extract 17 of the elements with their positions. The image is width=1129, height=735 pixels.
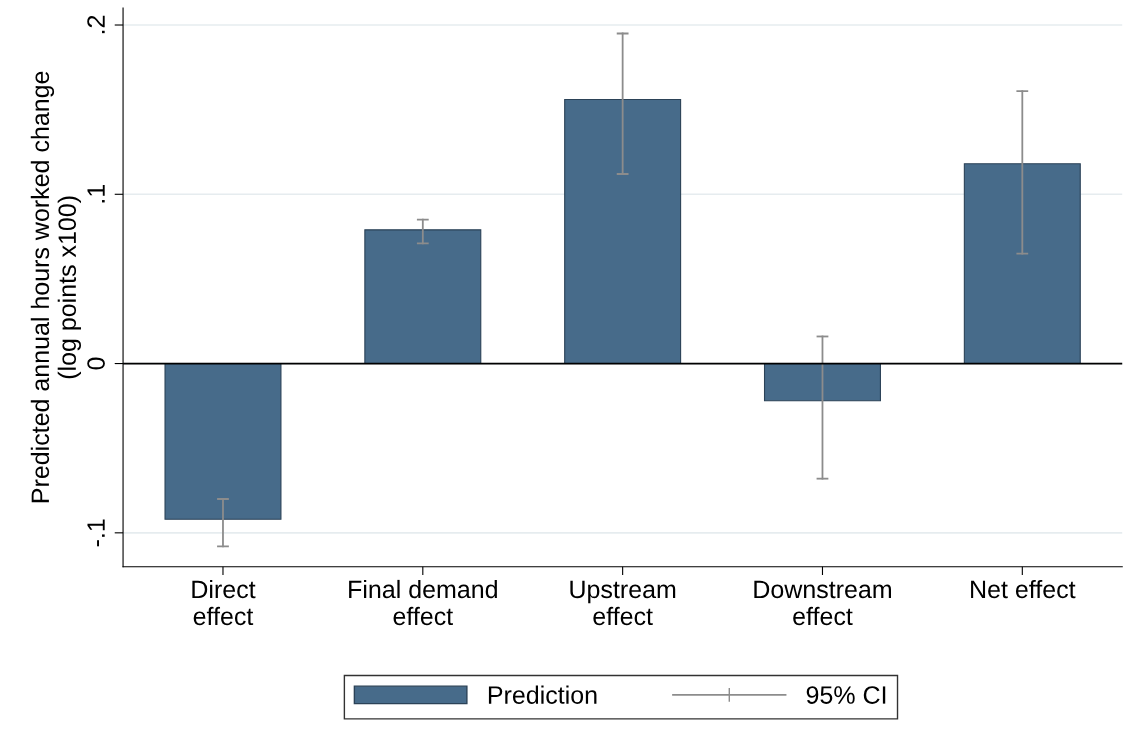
x-tick-label: Upstream effect [570,580,676,626]
x-tick-label: Downstream effect [754,580,891,626]
text: 95% CI [806,686,886,704]
y-axis-title: Predicted annual hours worked change (log points x100) [30,71,82,503]
bar [763,363,881,402]
legend-label: Prediction [488,685,597,704]
bar [364,229,482,365]
bar [564,98,682,365]
x-tick-label: Direct effect [192,579,256,626]
y-tick-label: .2 [87,15,105,34]
x-tick-label: Net effect [971,579,1076,599]
bar [164,363,282,520]
y-tick-label: -.1 [87,519,105,547]
x-tick-label: Final demand effect [349,579,497,626]
bar [963,163,1081,365]
y-tick-label: 0 [87,357,105,370]
y-tick-label: .1 [87,185,105,203]
